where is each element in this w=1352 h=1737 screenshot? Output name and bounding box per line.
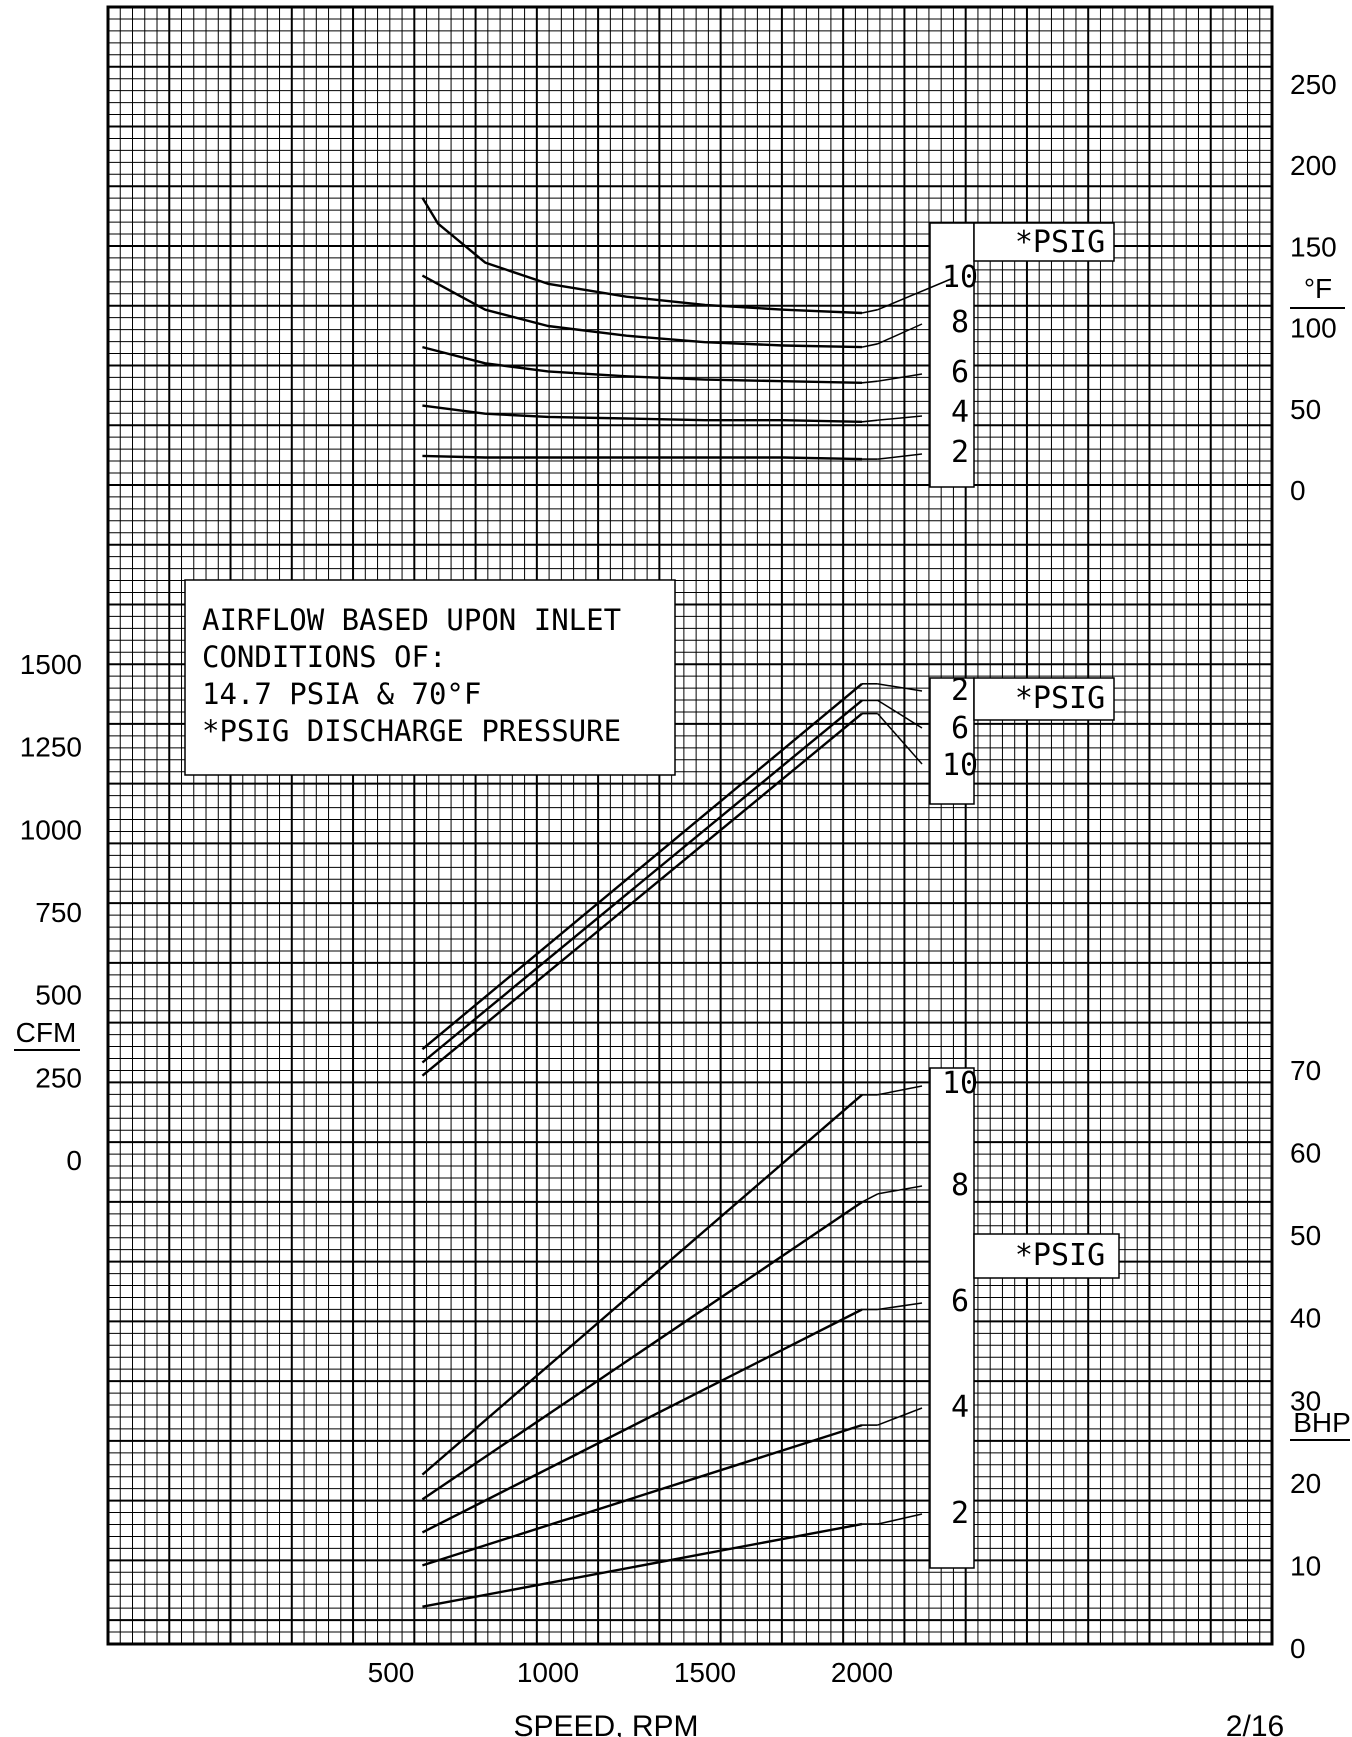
curve-extension-temperature-8-psig — [861, 343, 878, 348]
plot-frame — [106, 5, 1274, 1646]
temperature-tick-50: 50 — [1290, 394, 1321, 425]
series-label-temperature-6: 6 — [951, 355, 969, 390]
x-axis-label: SPEED, RPM — [513, 1710, 698, 1737]
curve-temperature-4-psig — [422, 404, 863, 423]
airflow-tick-750: 750 — [35, 897, 82, 928]
temperature-tick-0: 0 — [1290, 475, 1306, 506]
x-tick-1500: 1500 — [674, 1657, 736, 1688]
airflow-unit: CFM — [16, 1017, 77, 1048]
x-tick-500: 500 — [368, 1657, 415, 1688]
temperature-unit: °F — [1304, 273, 1332, 304]
leader-line-temperature-6 — [877, 373, 923, 382]
airflow-note-line-4: *PSIG DISCHARGE PRESSURE — [202, 714, 621, 748]
curve-extension-temperature-6-psig — [861, 380, 878, 384]
page-number: 2/16 — [1226, 1710, 1284, 1737]
airflow-tick-1000: 1000 — [20, 814, 82, 845]
curve-power-2-psig — [422, 1522, 863, 1608]
power-legend-box — [973, 1233, 1120, 1279]
leader-line-power-8 — [877, 1185, 923, 1195]
airflow-note-line-2: CONDITIONS OF: — [202, 640, 446, 674]
series-label-temperature-4: 4 — [951, 395, 969, 430]
leader-line-temperature-2 — [877, 453, 923, 460]
power-tick-0: 0 — [1290, 1633, 1306, 1664]
curve-airflow-10-psig — [421, 712, 863, 1077]
leader-line-temperature-10 — [877, 278, 952, 311]
series-label-airflow-2: 2 — [951, 673, 969, 708]
leader-line-temperature-8 — [877, 323, 923, 345]
airflow-legend-box — [973, 677, 1115, 721]
airflow-legend-title: *PSIG — [1015, 681, 1105, 716]
curve-extension-temperature-4-psig — [861, 419, 878, 423]
airflow-tick-1500: 1500 — [20, 649, 82, 680]
curve-extension-power-8-psig — [861, 1193, 879, 1203]
airflow-tick-0: 0 — [66, 1145, 82, 1176]
series-label-temperature-10: 10 — [942, 260, 978, 295]
curve-power-4-psig — [422, 1423, 863, 1567]
power-tick-50: 50 — [1290, 1220, 1321, 1251]
temperature-tick-150: 150 — [1290, 231, 1337, 262]
leader-line-airflow-2 — [877, 683, 923, 692]
curve-power-10-psig — [421, 1093, 863, 1476]
power-tick-40: 40 — [1290, 1303, 1321, 1334]
power-label-column — [929, 1067, 975, 1569]
temperature-legend-box — [973, 222, 1115, 262]
leader-line-power-2 — [877, 1513, 923, 1525]
leader-line-power-6 — [877, 1302, 923, 1311]
temperature-tick-200: 200 — [1290, 150, 1337, 181]
curve-temperature-8-psig — [421, 274, 863, 349]
series-label-temperature-2: 2 — [951, 435, 969, 470]
chart-curves — [421, 197, 952, 1608]
series-label-power-8: 8 — [951, 1168, 969, 1203]
curve-power-8-psig — [421, 1201, 863, 1501]
temperature-label-column — [929, 222, 975, 488]
curve-power-6-psig — [421, 1308, 863, 1534]
series-label-power-4: 4 — [951, 1390, 969, 1425]
leader-line-airflow-6 — [877, 699, 923, 729]
curve-temperature-6-psig — [422, 345, 863, 384]
curve-temperature-10-psig — [421, 197, 863, 315]
x-tick-1000: 1000 — [517, 1657, 579, 1688]
airflow-tick-1250: 1250 — [20, 732, 82, 763]
curve-airflow-2-psig — [421, 682, 863, 1051]
power-tick-30: 30 — [1290, 1385, 1321, 1416]
series-label-power-2: 2 — [951, 1496, 969, 1531]
airflow-note-box — [184, 579, 676, 776]
series-label-power-10: 10 — [942, 1066, 978, 1101]
temperature-tick-250: 250 — [1290, 69, 1337, 100]
airflow-tick-250: 250 — [35, 1062, 82, 1093]
curve-temperature-2-psig — [422, 454, 863, 461]
airflow-tick-500: 500 — [35, 980, 82, 1011]
leader-line-temperature-4 — [877, 415, 923, 421]
chart-grid — [106, 5, 1274, 1646]
power-unit: BHP — [1293, 1407, 1351, 1438]
curve-airflow-6-psig — [421, 699, 863, 1064]
chart-texts: 2468102610246810*PSIG*PSIG*PSIG050100150… — [14, 69, 1351, 1737]
power-tick-70: 70 — [1290, 1055, 1321, 1086]
leader-line-power-4 — [877, 1407, 923, 1426]
temperature-legend-title: *PSIG — [1015, 225, 1105, 260]
series-label-temperature-8: 8 — [951, 305, 969, 340]
leader-line-power-10 — [877, 1085, 923, 1096]
series-label-airflow-6: 6 — [951, 711, 969, 746]
leader-line-airflow-10 — [877, 713, 923, 765]
curve-extension-temperature-10-psig — [861, 308, 878, 314]
airflow-note-line-3: 14.7 PSIA & 70°F — [202, 677, 481, 711]
series-label-power-6: 6 — [951, 1284, 969, 1319]
x-tick-2000: 2000 — [831, 1657, 893, 1688]
power-legend-title: *PSIG — [1015, 1238, 1105, 1273]
power-tick-10: 10 — [1290, 1550, 1321, 1581]
airflow-label-column — [929, 677, 975, 805]
series-label-airflow-10: 10 — [942, 748, 978, 783]
airflow-note-line-1: AIRFLOW BASED UPON INLET — [202, 603, 621, 637]
power-tick-60: 60 — [1290, 1138, 1321, 1169]
temperature-tick-100: 100 — [1290, 313, 1337, 344]
label-boxes — [184, 222, 1120, 1569]
power-tick-20: 20 — [1290, 1468, 1321, 1499]
